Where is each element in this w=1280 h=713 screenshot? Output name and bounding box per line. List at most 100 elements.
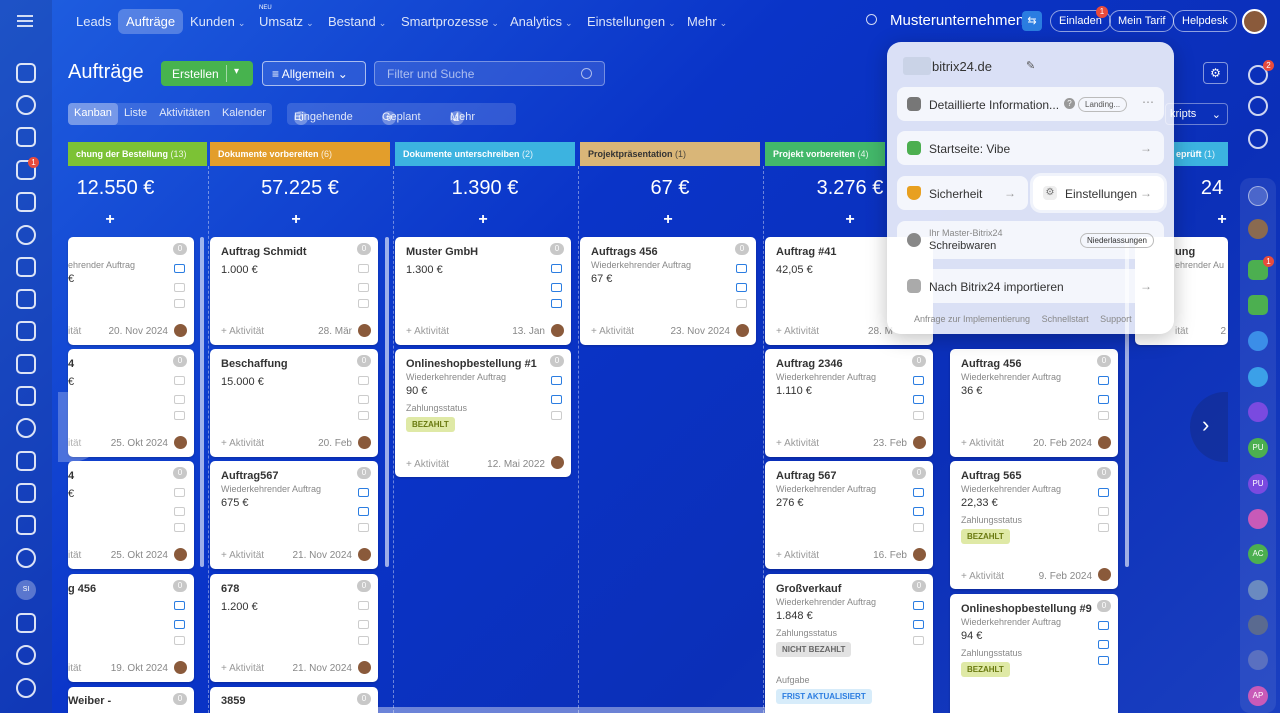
mail-icon[interactable] [1098, 395, 1109, 404]
column-scrollbar[interactable] [200, 237, 204, 567]
deal-card[interactable]: 0 Auftrag 567 Wiederkehrender Auftrag 27… [765, 461, 933, 569]
create-button[interactable]: Erstellen ▾ [161, 61, 253, 86]
mail-icon[interactable] [174, 620, 185, 629]
add-card-button[interactable]: + [478, 211, 488, 228]
add-activity[interactable]: + Aktivität [406, 459, 450, 470]
mail-icon[interactable] [358, 283, 369, 292]
user-avatar[interactable] [1242, 9, 1267, 34]
bell-icon[interactable] [1248, 65, 1268, 85]
nav-umsatz[interactable]: Umsatz ⌄ [259, 14, 314, 29]
add-activity[interactable]: + Aktivität [406, 326, 450, 337]
chat-icon[interactable] [1248, 331, 1268, 351]
chat-icon[interactable] [913, 636, 924, 645]
mail-icon[interactable] [1098, 507, 1109, 516]
nav-kunden[interactable]: Kunden ⌄ [190, 14, 245, 29]
target-icon[interactable] [1248, 96, 1268, 116]
nav-smartprozesse[interactable]: Smartprozesse ⌄ [401, 14, 499, 29]
deal-card[interactable]: 0 Großverkauf Wiederkehrender Auftrag 1.… [765, 574, 933, 713]
tab-kanban[interactable]: Kanban [68, 103, 118, 125]
phone-icon[interactable] [913, 376, 924, 385]
landing-badge[interactable]: Landing... [1078, 97, 1128, 112]
deal-card[interactable]: 0 3859 [210, 687, 378, 713]
menu-icon[interactable] [17, 15, 33, 27]
add-activity[interactable]: + Aktivität [221, 438, 265, 449]
avatar[interactable] [1248, 615, 1268, 635]
add-activity[interactable]: ität [1175, 326, 1189, 337]
schedule-icon[interactable] [16, 515, 36, 535]
tab-aktivitaeten[interactable]: Aktivitäten [159, 107, 210, 119]
nav-leads[interactable]: Leads [76, 14, 111, 29]
chat-icon[interactable] [174, 411, 185, 420]
chat-icon[interactable] [913, 523, 924, 532]
deal-card[interactable]: 0 Auftrag 2346 Wiederkehrender Auftrag 1… [765, 349, 933, 457]
avatar[interactable] [550, 455, 565, 470]
lock-icon[interactable] [1248, 509, 1268, 529]
column-scrollbar[interactable] [385, 237, 389, 567]
tasks-icon[interactable] [16, 95, 36, 115]
nav-einstellungen[interactable]: Einstellungen ⌄ [587, 14, 676, 29]
avatar[interactable]: SI [16, 580, 36, 600]
chat-icon[interactable] [174, 636, 185, 645]
help-icon[interactable]: ? [1064, 98, 1075, 109]
signature-icon[interactable] [16, 613, 36, 633]
mail-icon[interactable] [358, 620, 369, 629]
support-icon[interactable] [1248, 367, 1268, 387]
quickstart-link[interactable]: Schnellstart [1041, 314, 1089, 324]
avatar[interactable]: PU [1248, 438, 1268, 458]
robot-icon[interactable] [16, 418, 36, 438]
nav-analytics[interactable]: Analytics ⌄ [510, 14, 573, 29]
calendar-icon[interactable] [16, 192, 36, 212]
security-row[interactable]: Sicherheit → [897, 176, 1028, 210]
add-activity[interactable]: + Aktivität [221, 550, 265, 561]
avatar[interactable] [173, 323, 188, 338]
deal-card[interactable]: 0 Beschaffung 15.000 € + Aktivität 20. F… [210, 349, 378, 457]
implementation-link[interactable]: Anfrage zur Implementierung [914, 314, 1031, 324]
avatar[interactable] [1097, 567, 1112, 582]
add-activity[interactable]: + Aktivität [961, 438, 1005, 449]
documents-icon[interactable] [16, 257, 36, 277]
chat-icon[interactable] [1098, 523, 1109, 532]
master-portal-row[interactable]: Ihr Master-Bitrix24 Schreibwaren Niederl… [897, 221, 1164, 259]
phone-icon[interactable] [551, 264, 562, 273]
switch-icon[interactable]: ⇆ [1022, 11, 1042, 31]
chevron-down-icon[interactable]: ▾ [234, 66, 240, 77]
chat-icon[interactable] [358, 411, 369, 420]
phone-icon[interactable] [358, 601, 369, 610]
nav-bestand[interactable]: Bestand ⌄ [328, 14, 386, 29]
gear-icon[interactable] [16, 678, 36, 698]
add-activity[interactable]: + Aktivität [591, 326, 635, 337]
avatar[interactable] [1248, 219, 1268, 239]
import-row[interactable]: Nach Bitrix24 importieren → [897, 269, 1164, 303]
settings-row[interactable]: ⚙ Einstellungen → [1033, 176, 1164, 210]
deal-card[interactable]: 0 4 € ität 25. Okt 2024 [68, 461, 194, 569]
chat-icon[interactable] [174, 523, 185, 532]
mail-icon[interactable] [913, 395, 924, 404]
more-icon[interactable]: ⋯ [1142, 95, 1154, 109]
avatar[interactable] [357, 323, 372, 338]
search-icon[interactable] [1248, 129, 1268, 149]
add-card-button[interactable]: + [663, 211, 673, 228]
mail-icon[interactable] [174, 507, 185, 516]
add-card-button[interactable]: + [291, 211, 301, 228]
add-activity[interactable]: ität [68, 550, 82, 561]
deal-card[interactable]: 0 ehrender Auftrag € ität 20. Nov 2024 [68, 237, 194, 345]
deal-card[interactable]: 0 Auftrags 456 Wiederkehrender Auftrag 6… [580, 237, 756, 345]
phone-icon[interactable] [913, 601, 924, 610]
phone-icon[interactable] [913, 488, 924, 497]
checklist-icon[interactable] [16, 289, 36, 309]
chat-icon[interactable] [174, 299, 185, 308]
add-activity[interactable]: ität [68, 663, 82, 674]
group-icon[interactable] [1248, 650, 1268, 670]
detail-info-row[interactable]: Detaillierte Information... ? Landing...… [897, 87, 1164, 121]
tab-liste[interactable]: Liste [123, 107, 148, 119]
phone-icon[interactable] [1098, 621, 1109, 630]
homepage-row[interactable]: Startseite: Vibe → [897, 131, 1164, 165]
search-icon[interactable] [866, 14, 877, 25]
headset-icon[interactable] [16, 645, 36, 665]
analytics-icon[interactable] [16, 386, 36, 406]
phone-icon[interactable] [174, 376, 185, 385]
home-icon[interactable] [16, 63, 36, 83]
checkbox-icon[interactable] [1248, 295, 1268, 315]
add-card-button[interactable]: + [1217, 211, 1227, 228]
avatar[interactable] [357, 435, 372, 450]
